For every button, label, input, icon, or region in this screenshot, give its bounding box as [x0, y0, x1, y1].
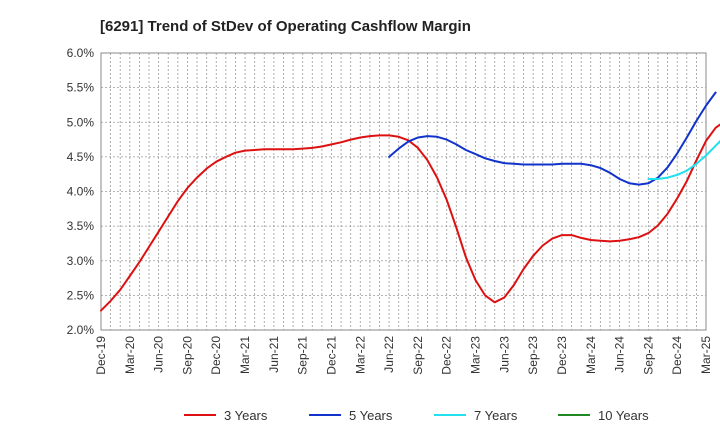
- x-tick-label: Sep-22: [411, 336, 425, 375]
- x-tick-label: Dec-20: [209, 336, 223, 375]
- x-tick-label: Dec-23: [555, 336, 569, 375]
- x-tick-label: Jun-22: [382, 336, 396, 373]
- x-tick-label: Mar-21: [238, 336, 252, 374]
- chart-title: [6291] Trend of StDev of Operating Cashf…: [100, 18, 471, 35]
- x-tick-label: Jun-20: [152, 336, 166, 373]
- y-axis: 2.0% 2.5% 3.0% 3.5% 4.0% 4.5% 5.0% 5.5% 6.0%: [67, 46, 95, 337]
- legend-label: 5 Years: [349, 408, 393, 423]
- legend-label: 3 Years: [224, 408, 268, 423]
- legend-label: 7 Years: [474, 408, 518, 423]
- legend-label: 10 Years: [598, 408, 649, 423]
- x-tick-label: Jun-24: [613, 336, 627, 373]
- x-tick-label: Mar-20: [123, 336, 137, 374]
- y-tick-label: 5.5%: [67, 81, 95, 95]
- x-tick-label: Dec-22: [440, 336, 454, 375]
- plot-area: [100, 52, 707, 331]
- grid: [101, 53, 706, 330]
- y-tick-label: 3.5%: [67, 219, 95, 233]
- x-tick-label: Dec-21: [324, 336, 338, 375]
- x-tick-label: Sep-24: [641, 336, 655, 375]
- y-tick-label: 4.0%: [67, 185, 95, 199]
- x-tick-label: Dec-24: [670, 336, 684, 375]
- y-tick-label: 4.5%: [67, 150, 95, 164]
- x-tick-label: Jun-21: [267, 336, 281, 373]
- legend: 3 Years 5 Years 7 Years 10 Years: [184, 408, 649, 423]
- x-tick-label: Mar-24: [584, 336, 598, 374]
- y-tick-label: 2.5%: [67, 288, 95, 302]
- x-tick-label: Mar-23: [469, 336, 483, 374]
- y-tick-label: 5.0%: [67, 115, 95, 129]
- y-tick-label: 3.0%: [67, 254, 95, 268]
- x-tick-label: Mar-25: [699, 336, 713, 374]
- series-line-3-years: [100, 123, 720, 312]
- x-tick-label: Sep-20: [180, 336, 194, 375]
- x-tick-label: Sep-23: [526, 336, 540, 375]
- x-tick-label: Jun-23: [497, 336, 511, 373]
- x-tick-label: Dec-19: [94, 336, 108, 375]
- series-line-7-years: [647, 139, 720, 180]
- x-tick-label: Mar-22: [353, 336, 367, 374]
- series-line-5-years: [388, 91, 717, 186]
- y-tick-label: 2.0%: [67, 323, 95, 337]
- x-tick-label: Sep-21: [296, 336, 310, 375]
- series-lines: [100, 91, 720, 312]
- x-axis: Dec-19 Mar-20 Jun-20 Sep-20 Dec-20 Mar-21 Jun-…: [94, 336, 713, 375]
- y-tick-label: 6.0%: [67, 46, 95, 60]
